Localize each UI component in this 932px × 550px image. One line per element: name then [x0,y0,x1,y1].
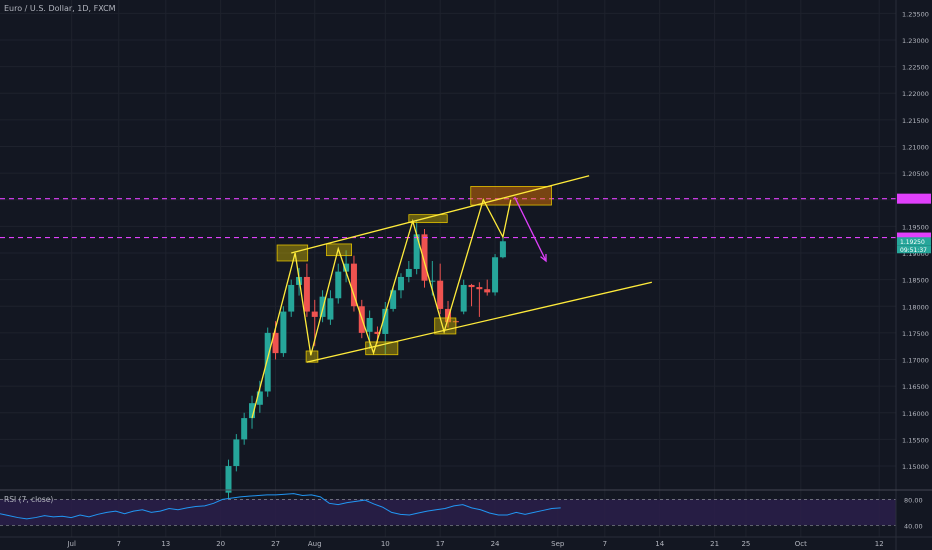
x-tick-label: 24 [491,540,500,548]
candle-body [437,280,444,309]
candle-body [241,418,248,440]
rsi-tick-label: 80.00 [904,496,923,504]
candle-body [327,298,334,320]
projection-arrow-head [540,253,547,263]
y-tick-label: 1.15000 [902,463,929,471]
rsi-band-fill [0,499,896,526]
candle-body [288,284,295,312]
candle-body [272,332,279,354]
y-tick-label: 1.17500 [902,330,929,338]
rsi-pane [0,493,896,526]
grid [0,0,896,537]
candle-body [256,391,263,405]
x-tick-label: 17 [436,540,445,548]
y-tick-label: 1.23000 [902,37,929,45]
y-tick-label: 1.23500 [902,10,929,18]
candle-body [319,296,326,317]
candle-body [233,439,240,467]
x-tick-label: 20 [216,540,225,548]
x-tick-label: Oct [795,540,807,548]
x-tick-label: Jul [66,540,76,548]
y-tick-label: 1.19500 [902,223,929,231]
x-tick-label: Aug [308,540,322,548]
candle-body [311,311,318,317]
candle-body [476,287,483,290]
y-tick-label: 1.18000 [902,303,929,311]
x-tick-label: 7 [603,540,607,548]
candle-body [405,268,412,277]
x-tick-label: 27 [271,540,280,548]
zigzag-path [251,198,512,419]
candle-body [460,284,467,312]
candle-body [366,317,373,332]
candle-body [413,234,420,269]
candle-body [335,271,342,299]
price-tag-label: 1.19250 [900,239,925,246]
y-tick-label: 1.20500 [902,170,929,178]
y-tick-label: 1.17000 [902,357,929,365]
candle-body [445,308,452,323]
highlight-zone [408,214,448,224]
y-tick-label: 1.21000 [902,143,929,151]
x-tick-label: 7 [117,540,121,548]
x-tick-label: 25 [741,540,750,548]
y-tick-label: 1.16000 [902,410,929,418]
candle-body [264,332,271,392]
candle-body [280,311,287,354]
x-tick-label: 12 [875,540,884,548]
x-tick-label: Sep [551,540,565,548]
candle-body [429,280,436,282]
drawing-annotations [0,175,896,419]
x-tick-label: 10 [381,540,390,548]
y-tick-label: 1.21500 [902,117,929,125]
y-tick-label: 1.15500 [902,436,929,444]
x-tick-label: 13 [161,540,170,548]
candles [225,221,506,498]
candle-body [468,284,475,288]
price-tag-label: 09:51:37 [900,247,927,254]
candle-body [249,403,256,419]
candle-body [397,276,404,291]
candle-body [225,466,232,493]
price-tag [897,245,931,254]
y-tick-label: 1.19000 [902,250,929,258]
rsi-line [0,493,561,520]
candle-body [492,257,499,293]
projection-arrow [514,196,547,262]
candle-body [484,289,491,293]
candle-body [390,290,397,309]
candle-body [303,276,310,312]
y-tick-label: 1.22000 [902,90,929,98]
price-tag [897,237,931,246]
upper-trendline [291,175,590,254]
candle-body [382,308,389,334]
candle-body [374,331,381,334]
y-tick-label: 1.16500 [902,383,929,391]
x-tick-label: 14 [655,540,664,548]
candle-body [343,263,350,272]
price-tag [897,193,931,204]
symbol-title: Euro / U.S. Dollar, 1D, FXCM [4,4,116,13]
candle-body [499,241,506,258]
y-tick-label: 1.22500 [902,64,929,72]
x-tick-label: 21 [710,540,719,548]
y-tick-label: 1.18500 [902,277,929,285]
candle-body [350,263,357,307]
rsi-tick-label: 40.00 [904,522,923,530]
lower-trendline [306,281,653,363]
rsi-legend: RSI (7, close) [4,495,53,504]
candle-body [421,234,428,281]
